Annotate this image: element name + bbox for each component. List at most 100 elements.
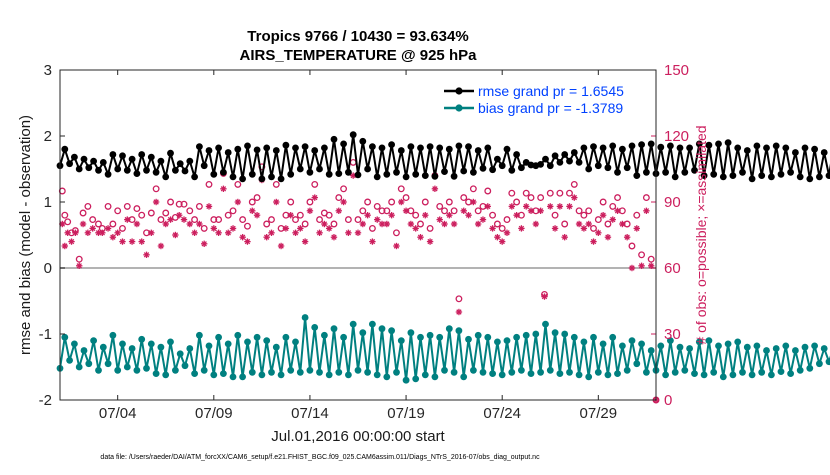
x-tick-label: 07/24 bbox=[483, 405, 521, 422]
obs-assimilated-point bbox=[503, 229, 511, 237]
bias-point bbox=[258, 371, 266, 379]
obs-possible-point bbox=[301, 220, 309, 228]
obs-possible-point bbox=[287, 198, 295, 206]
obs-possible-point bbox=[484, 187, 492, 195]
rmse-point bbox=[513, 151, 520, 158]
obs-assimilated-stroke bbox=[307, 208, 313, 214]
bias-point bbox=[340, 333, 347, 341]
obs-assimilated-point bbox=[345, 229, 352, 237]
obs-possible-point bbox=[474, 207, 482, 215]
obs-assimilated-stroke bbox=[456, 309, 462, 315]
obs-assimilated-stroke bbox=[263, 234, 270, 240]
obs-assimilated-point bbox=[465, 211, 472, 219]
obs-possible-point bbox=[186, 207, 194, 215]
obs-assimilated-stroke bbox=[412, 225, 419, 232]
bias-point bbox=[369, 320, 376, 328]
obs-possible-point bbox=[157, 216, 165, 224]
bias-point bbox=[470, 366, 477, 374]
rmse-point bbox=[743, 147, 751, 154]
obs-assimilated-point bbox=[590, 238, 597, 245]
obs-assimilated-stroke bbox=[89, 225, 96, 232]
rmse-point bbox=[287, 170, 295, 178]
bias-point bbox=[643, 368, 650, 376]
chart-title: Tropics 9766 / 10430 = 93.634% bbox=[247, 28, 468, 45]
obs-possible-point bbox=[373, 202, 381, 210]
obs-assimilated-stroke bbox=[590, 238, 597, 245]
y-tick-label: 2 bbox=[44, 128, 52, 145]
bias-point bbox=[811, 342, 818, 350]
obs-assimilated-stroke bbox=[475, 221, 481, 227]
obs-assimilated-point bbox=[292, 229, 299, 237]
rmse-point bbox=[359, 137, 367, 145]
obs-possible-point bbox=[200, 224, 208, 232]
rmse-point bbox=[417, 144, 424, 152]
rmse-point bbox=[768, 173, 775, 181]
obs-assimilated-stroke bbox=[461, 208, 467, 214]
obs-possible-point bbox=[268, 216, 275, 224]
obs-assimilated-stroke bbox=[153, 199, 159, 205]
obs-possible-point bbox=[263, 220, 271, 228]
chart-subtitle: AIRS_TEMPERATURE @ 925 hPa bbox=[240, 47, 478, 64]
bias-point bbox=[556, 370, 564, 377]
obs-assimilated-point bbox=[556, 203, 564, 210]
obs-possible-point bbox=[325, 211, 333, 219]
bias-point bbox=[321, 331, 328, 339]
obs-assimilated-point bbox=[225, 229, 232, 237]
obs-possible-point bbox=[364, 198, 372, 206]
rmse-point bbox=[489, 166, 496, 174]
obs-assimilated-stroke bbox=[331, 234, 337, 240]
obs-possible-point bbox=[628, 242, 636, 250]
rmse-point bbox=[811, 145, 818, 153]
obs-assimilated-point bbox=[455, 308, 463, 316]
obs-assimilated-point bbox=[541, 293, 548, 300]
obs-assimilated-stroke bbox=[134, 221, 140, 227]
rmse-point bbox=[138, 151, 146, 158]
bias-point bbox=[325, 371, 333, 379]
obs-assimilated-stroke bbox=[547, 203, 553, 210]
obs-assimilated-point bbox=[253, 211, 261, 219]
rmse-point bbox=[205, 147, 213, 154]
rmse-point bbox=[667, 142, 674, 150]
bias-point bbox=[527, 370, 535, 377]
obs-assimilated-point bbox=[109, 233, 117, 241]
obs-assimilated-point bbox=[316, 229, 323, 237]
obs-possible-point bbox=[239, 216, 247, 224]
bias-point bbox=[604, 371, 612, 379]
bias-point bbox=[503, 337, 511, 344]
obs-possible-point bbox=[445, 198, 453, 206]
rmse-point bbox=[633, 172, 641, 180]
rmse-point bbox=[753, 142, 761, 150]
obs-possible-point bbox=[508, 189, 516, 197]
bias-point bbox=[234, 331, 242, 339]
rmse-point bbox=[316, 165, 323, 173]
rmse-point bbox=[599, 144, 607, 152]
obs-assimilated-point bbox=[282, 225, 290, 232]
obs-assimilated-stroke bbox=[537, 208, 544, 214]
obs-assimilated-stroke bbox=[239, 234, 246, 240]
obs-assimilated-stroke bbox=[364, 212, 371, 218]
obs-assimilated-point bbox=[566, 203, 573, 210]
rmse-point bbox=[710, 170, 718, 178]
obs-assimilated-point bbox=[422, 211, 429, 219]
bias-point bbox=[109, 331, 117, 339]
bias-point bbox=[181, 362, 189, 370]
rmse-point bbox=[816, 173, 823, 181]
rmse-point bbox=[220, 168, 227, 176]
bias-point bbox=[138, 335, 146, 343]
obs-possible-point bbox=[590, 224, 597, 232]
bias-point bbox=[196, 331, 203, 339]
rmse-point bbox=[820, 149, 828, 156]
obs-assimilated-stroke bbox=[446, 212, 453, 218]
rmse-point bbox=[441, 168, 448, 176]
bias-point bbox=[546, 366, 554, 374]
rmse-point bbox=[787, 168, 794, 176]
obs-assimilated-stroke bbox=[470, 199, 477, 205]
obs-assimilated-stroke bbox=[326, 225, 332, 232]
obs-assimilated-point bbox=[244, 238, 251, 245]
obs-assimilated-point bbox=[249, 207, 256, 215]
obs-assimilated-stroke bbox=[119, 238, 126, 245]
bias-point bbox=[537, 368, 544, 376]
rmse-point bbox=[590, 143, 597, 151]
obs-assimilated-stroke bbox=[494, 234, 501, 240]
obs-assimilated-stroke bbox=[105, 225, 111, 232]
